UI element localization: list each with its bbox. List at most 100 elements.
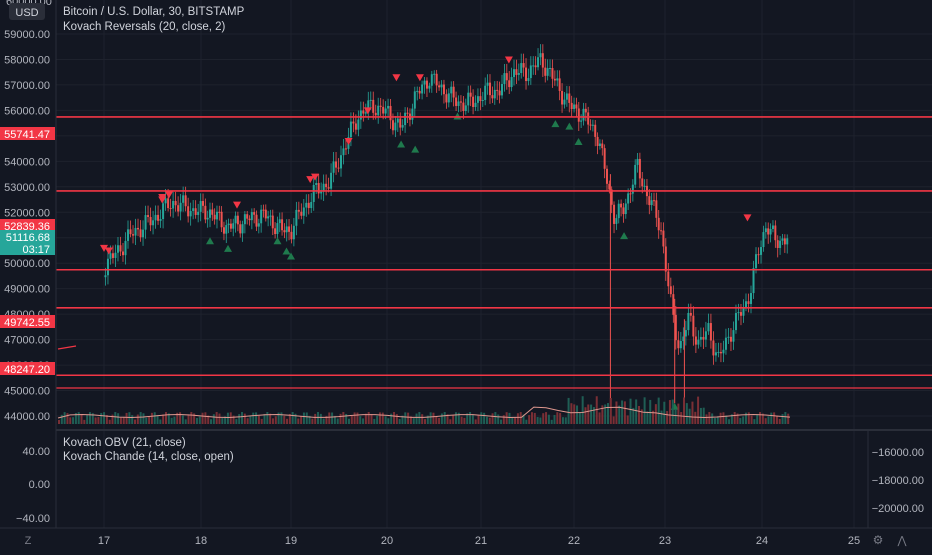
reversal-up-marker: [282, 247, 291, 255]
candle-body: [750, 293, 753, 304]
volume-bar: [736, 413, 739, 424]
price-tag[interactable]: [0, 219, 55, 232]
volume-bar: [170, 417, 173, 424]
volume-bar: [759, 412, 762, 424]
volume-bar: [640, 409, 643, 424]
candle-body: [679, 341, 682, 349]
candle-body: [430, 74, 433, 86]
volume-bar: [86, 414, 89, 424]
volume-bar: [446, 414, 449, 424]
volume-bar: [652, 410, 655, 424]
reversal-down-marker: [233, 201, 241, 209]
price-tick: 47000.00: [4, 335, 50, 347]
volume-bar: [719, 412, 722, 424]
candle-body: [354, 123, 357, 130]
chande-legend[interactable]: Kovach Chande (14, close, open): [63, 451, 234, 463]
candle-body: [416, 90, 419, 92]
volume-bar: [342, 412, 345, 424]
candle-body: [684, 330, 687, 337]
gear-icon[interactable]: ⚙: [873, 533, 884, 547]
price-tag[interactable]: [0, 315, 55, 328]
candle-body: [229, 223, 232, 229]
volume-bar: [508, 412, 511, 424]
candle-body: [447, 93, 450, 103]
price-tick: 52000.00: [4, 207, 50, 219]
volume-bar: [646, 411, 649, 424]
candle-body: [553, 78, 556, 81]
volume-bar: [418, 412, 421, 424]
volume-bar: [280, 412, 283, 424]
price-tag[interactable]: [0, 127, 55, 140]
price-tag[interactable]: [0, 362, 55, 375]
candle-body: [764, 228, 767, 233]
volume-bar: [66, 413, 69, 424]
volume-bar: [164, 412, 167, 424]
volume-bar: [457, 412, 460, 424]
candle-body: [591, 124, 594, 126]
volume-bar: [556, 412, 559, 424]
candle-body: [425, 80, 428, 89]
price-axis[interactable]: [0, 0, 56, 528]
candle-body: [164, 198, 167, 204]
time-axis[interactable]: [56, 529, 932, 550]
candle-body: [561, 90, 564, 105]
candle-body: [505, 73, 508, 81]
candle-body: [315, 183, 318, 185]
volume-bar: [649, 399, 652, 424]
volume-bar: [362, 418, 365, 424]
volume-bar: [767, 416, 770, 424]
candle-body: [717, 351, 720, 353]
price-tag[interactable]: [0, 242, 55, 255]
volume-bar: [187, 414, 190, 424]
volume-bar: [387, 418, 390, 424]
currency-button[interactable]: [9, 3, 45, 20]
candle-body: [172, 200, 175, 209]
volume-bar: [491, 413, 494, 424]
chevron-up-icon[interactable]: ⋀: [896, 535, 907, 547]
volume-bar: [153, 412, 156, 424]
candle-body: [189, 211, 192, 217]
candle-body: [484, 85, 487, 100]
volume-bar: [761, 413, 764, 424]
reversal-down-marker: [344, 137, 353, 145]
volume-bar: [401, 415, 404, 424]
time-label: 23: [659, 535, 671, 547]
currency-button-label[interactable]: USD: [15, 7, 38, 19]
candle-body: [525, 67, 528, 82]
volume-bar: [424, 419, 426, 424]
volume-bar: [539, 417, 542, 424]
obv-legend[interactable]: Kovach OBV (21, close): [63, 437, 186, 449]
candle-body: [332, 161, 335, 173]
volume-bar: [412, 418, 415, 424]
trend-stub-line[interactable]: [57, 345, 77, 350]
candle-body: [520, 63, 523, 74]
volume-bar: [699, 407, 702, 424]
candle-body: [687, 312, 690, 331]
reversal-up-marker: [224, 244, 232, 252]
volume-bar: [626, 415, 629, 424]
volume-bar: [654, 404, 657, 424]
volume-bar: [460, 416, 463, 424]
volume-bar: [683, 397, 686, 424]
candle-body: [211, 209, 214, 215]
candle-body: [401, 125, 404, 128]
volume-bar: [421, 414, 424, 424]
volume-bar: [325, 415, 328, 424]
volume-bar: [390, 413, 393, 424]
candle-body: [440, 84, 443, 88]
reversal-up-marker: [574, 137, 583, 145]
candle-body: [549, 67, 552, 69]
candle-body: [767, 228, 770, 235]
price-tag[interactable]: [0, 230, 55, 243]
volume-bar: [713, 417, 716, 424]
candle-body: [234, 215, 237, 224]
candle-body: [620, 203, 623, 208]
candle-body: [310, 201, 313, 209]
volume-bar: [480, 412, 483, 424]
candle-body: [568, 93, 571, 103]
candle-body: [527, 78, 530, 82]
indicator-legend[interactable]: Kovach Reversals (20, close, 2): [63, 21, 226, 33]
candle-body: [737, 312, 740, 314]
volume-bar: [131, 415, 134, 424]
